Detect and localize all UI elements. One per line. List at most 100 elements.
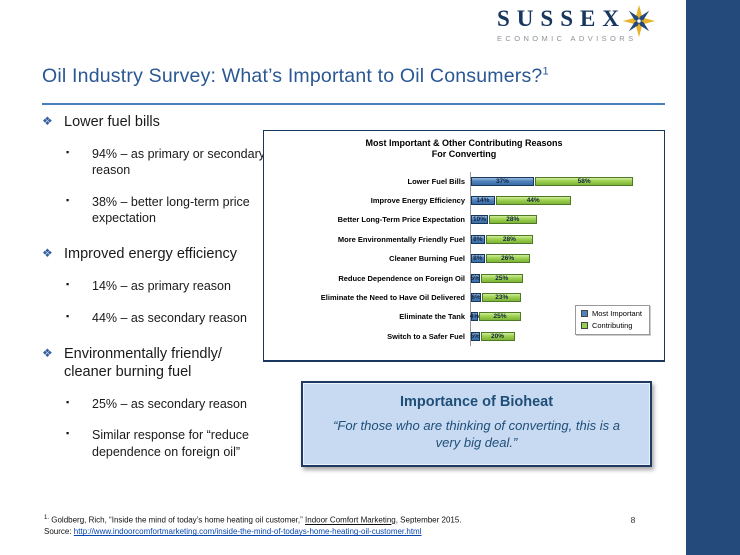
- bar-segment-contributing: 28%: [485, 234, 534, 244]
- bar-value-label: 58%: [577, 177, 591, 185]
- bar-value-label: 23%: [495, 294, 509, 302]
- chart-bar-area: 6% 23%: [470, 287, 522, 308]
- list-item: ▪ 44% – as secondary reason: [66, 310, 270, 326]
- diamond-bullet-icon: ❖: [42, 114, 53, 128]
- source-url-link[interactable]: http://www.indoorcomfortmarketing.com/in…: [73, 527, 422, 537]
- bar-value-label: 10%: [472, 216, 486, 224]
- bioheat-callout-box: Importance of Bioheat “For those who are…: [301, 381, 652, 467]
- chart-bar-area: 8% 26%: [470, 249, 530, 269]
- bar-segment-most-important: 10%: [471, 215, 488, 225]
- sub-bullet-text: Similar response for “reduce dependence …: [92, 428, 250, 459]
- list-item: ▪ 38% – better long-term price expectati…: [66, 194, 270, 227]
- bar-value-label: 37%: [495, 177, 509, 185]
- page-number: 8: [630, 515, 636, 525]
- diamond-bullet-icon: ❖: [42, 246, 53, 261]
- list-item: ❖ Lower fuel bills: [42, 113, 270, 131]
- square-bullet-icon: ▪: [66, 310, 70, 321]
- chart-category-label: Lower Fuel Bills: [407, 176, 465, 186]
- chart-bar-area: 37% 58%: [470, 171, 634, 191]
- sub-bullet-text: 25% – as secondary reason: [92, 397, 247, 411]
- chart-category-label: Reduce Dependence on Foreign Oil: [338, 273, 465, 283]
- footnote: 1. Goldberg, Rich, “Inside the mind of t…: [44, 514, 644, 538]
- legend-item-contributing: Contributing: [580, 321, 642, 330]
- bar-value-label: 26%: [501, 255, 515, 263]
- chart-row: Cleaner Burning Fuel 8% 26%: [264, 249, 664, 269]
- bar-value-label: 8%: [473, 235, 483, 243]
- bullet-label: Environmentally friendly/ cleaner burnin…: [64, 345, 222, 380]
- bar-segment-most-important: 37%: [471, 176, 534, 186]
- chart-row: Better Long-Term Price Expectation 10% 28%: [264, 210, 664, 230]
- sub-bullet-text: 94% – as primary or secondary reason: [92, 147, 265, 178]
- chart-category-label: Switch to a Safer Fuel: [387, 331, 465, 341]
- bar-segment-most-important: 5%: [471, 273, 480, 283]
- chart-bar-area: 5% 20%: [470, 326, 515, 347]
- bullet-label: Lower fuel bills: [64, 114, 160, 130]
- chart-category-label: Cleaner Burning Fuel: [389, 254, 465, 264]
- bar-segment-contributing: 23%: [482, 293, 522, 303]
- bar-value-label: 28%: [502, 235, 516, 243]
- sub-bullet-text: 44% – as secondary reason: [92, 310, 247, 325]
- bar-segment-contributing: 26%: [485, 254, 530, 264]
- list-item: ▪ 94% – as primary or secondary reason: [66, 146, 270, 179]
- list-item: ▪ 25% – as secondary reason: [66, 396, 270, 412]
- square-bullet-icon: ▪: [66, 279, 70, 290]
- chart-row: Switch to a Safer Fuel 5% 20%: [264, 326, 664, 347]
- square-bullet-icon: ▪: [66, 194, 70, 205]
- square-bullet-icon: ▪: [66, 397, 70, 407]
- bar-segment-most-important: 6%: [471, 293, 482, 303]
- bar-value-label: 20%: [490, 332, 504, 340]
- chart-bar-area: 14% 44%: [470, 190, 571, 211]
- chart-row: Improve Energy Efficiency 14% 44%: [264, 190, 664, 211]
- chart-row: Lower Fuel Bills 37% 58%: [264, 171, 664, 191]
- footnote-citation: 1. Goldberg, Rich, “Inside the mind of t…: [44, 514, 644, 526]
- legend-item-most-important: Most Important: [580, 309, 642, 318]
- chart-bar-area: 8% 28%: [470, 229, 534, 250]
- square-bullet-icon: ▪: [66, 428, 70, 439]
- bar-segment-contributing: 25%: [478, 312, 522, 322]
- bar-value-label: 5%: [470, 332, 480, 340]
- title-divider-line: [42, 103, 665, 105]
- chart-plot-area: Lower Fuel Bills 37% 58% Improve Energy Eff…: [264, 171, 664, 347]
- chart-row: Eliminate the Need to Have Oil Delivered…: [264, 287, 664, 308]
- list-item: ▪ 14% – as primary reason: [66, 278, 270, 294]
- chart-title: Most Important & Other Contributing Reas…: [264, 138, 664, 161]
- chart-row: More Environmentally Friendly Fuel 8% 28%: [264, 229, 664, 250]
- slide-side-accent-band: [686, 0, 740, 555]
- bar-value-label: 6%: [471, 294, 481, 302]
- bar-segment-most-important: 14%: [471, 196, 495, 206]
- bar-value-label: 28%: [506, 216, 520, 224]
- footnote-text: , September 2015.: [395, 515, 462, 525]
- compass-star-icon: [622, 4, 656, 43]
- page-title: Oil Industry Survey: What’s Important to…: [42, 65, 662, 88]
- bar-segment-contributing: 20%: [480, 331, 515, 341]
- logo-tagline: ECONOMIC ADVISORS: [497, 34, 637, 43]
- footnote-source-line: Source: http://www.indoorcomfortmarketin…: [44, 526, 644, 538]
- chart-legend: Most Important Contributing: [574, 305, 650, 335]
- bar-value-label: 8%: [473, 255, 483, 263]
- legend-label: Contributing: [591, 321, 633, 330]
- survey-bar-chart: Most Important & Other Contributing Reas…: [263, 130, 665, 362]
- key-findings-list: ❖ Lower fuel bills ▪ 94% – as primary or…: [42, 113, 270, 460]
- bar-value-label: 44%: [526, 197, 540, 205]
- chart-bar-area: 5% 25%: [470, 268, 523, 288]
- diamond-bullet-icon: ❖: [42, 345, 53, 360]
- chart-row: Reduce Dependence on Foreign Oil 5% 25%: [264, 268, 664, 288]
- bar-segment-contributing: 25%: [480, 273, 523, 283]
- bar-segment-contributing: 28%: [489, 215, 537, 225]
- callout-title: Importance of Bioheat: [399, 394, 554, 410]
- sub-bullet-text: 14% – as primary reason: [92, 279, 231, 294]
- chart-category-label: Better Long-Term Price Expectation: [337, 215, 465, 225]
- callout-quote: “For those who are thinking of convertin…: [333, 418, 620, 450]
- bar-segment-most-important: 4%: [470, 312, 479, 322]
- legend-swatch-green-icon: [580, 322, 588, 329]
- logo-wordmark: SUSSEX: [497, 6, 626, 31]
- bar-segment-most-important: 8%: [471, 254, 485, 264]
- footnote-marker: 1.: [44, 515, 50, 521]
- square-bullet-icon: ▪: [66, 147, 70, 158]
- list-item: ▪ Similar response for “reduce dependenc…: [66, 427, 270, 460]
- chart-bar-area: 10% 28%: [470, 210, 537, 230]
- chart-category-label: Eliminate the Tank: [399, 312, 465, 322]
- source-label: Source:: [44, 527, 74, 537]
- sussex-logo: SUSSEX ECONOMIC ADVISORS: [497, 4, 667, 43]
- legend-swatch-blue-icon: [580, 310, 588, 317]
